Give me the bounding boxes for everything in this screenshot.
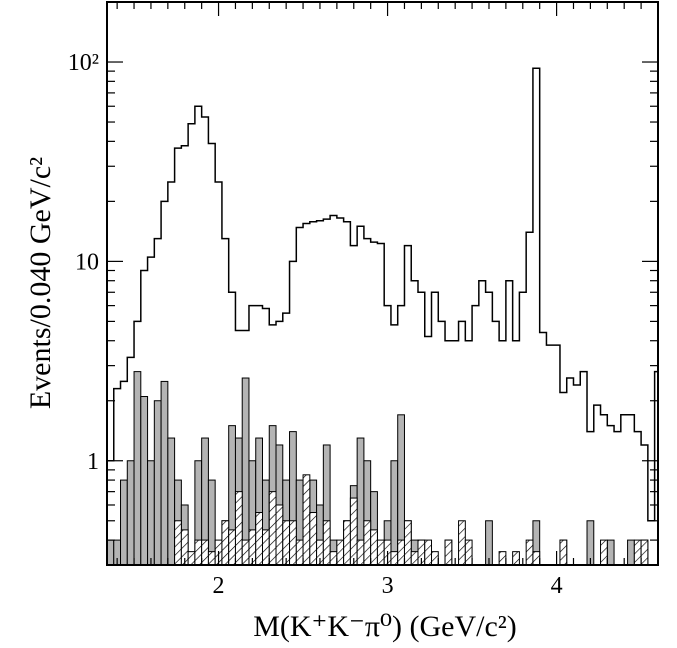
- y-tick-label: 10²: [68, 50, 99, 76]
- hatched-bin-38: [431, 551, 439, 565]
- hatched-bin-3: [194, 539, 203, 565]
- hatched-bin-28: [363, 520, 372, 565]
- hatched-bin-14: [268, 491, 277, 565]
- y-axis-title: Events/0.040 GeV/c²: [24, 157, 57, 409]
- hatched-bin-19: [302, 474, 311, 565]
- hatched-bin-15: [275, 504, 284, 565]
- gray-bin-9: [167, 437, 176, 565]
- axis-ticks: [107, 1, 659, 566]
- hatched-bin-9: [234, 491, 243, 565]
- hatched-bin-47: [600, 539, 608, 565]
- hatched-bin-2: [187, 551, 196, 565]
- gray-bin-39: [397, 414, 405, 565]
- hatched-bin-44: [525, 539, 534, 565]
- plot-frame: [106, 1, 659, 566]
- hatched-bin-25: [343, 520, 351, 565]
- hatched-bin-5: [207, 551, 216, 565]
- gray-bin-8: [160, 380, 169, 565]
- hatched-bin-40: [458, 520, 466, 565]
- hatched-bin-32: [390, 551, 399, 565]
- hatched-bin-20: [309, 512, 318, 565]
- gray-bin-6: [147, 460, 155, 565]
- gray-bin-4: [133, 371, 142, 565]
- hatched-bin-4: [201, 539, 209, 565]
- gray-bin-38: [390, 460, 399, 565]
- x-tick-label: 4: [551, 573, 563, 599]
- gray-bin-0: [107, 539, 115, 565]
- hatched-bin-13: [261, 529, 270, 565]
- hatched-bin-46: [559, 539, 568, 565]
- hatched-bin-23: [329, 551, 338, 565]
- gray-bin-7: [153, 400, 162, 565]
- hatched-bin-34: [403, 520, 412, 565]
- x-tick-label: 2: [213, 573, 225, 599]
- y-tick-label: 1: [87, 449, 99, 475]
- hatched-bin-33: [397, 539, 405, 565]
- hatched-bin-24: [336, 539, 345, 565]
- gray-bin-2: [120, 479, 128, 565]
- hatched-bin-12: [255, 512, 263, 565]
- hatched-bin-43: [512, 551, 520, 565]
- gray-bin-18: [241, 377, 250, 565]
- x-axis-title: M(K⁺K⁻π⁰) (GeV/c²): [253, 610, 517, 643]
- hatched-bin-8: [228, 529, 236, 565]
- hatched-bin-45: [532, 551, 541, 565]
- hatched-bin-35: [410, 551, 419, 565]
- tick-labels: 2 3 4 1 10 10²: [68, 50, 563, 599]
- hatched-bin-10: [241, 539, 250, 565]
- gray-bin-52: [627, 539, 635, 565]
- hatched-bin-30: [376, 539, 385, 565]
- hatched-bin-1: [180, 529, 189, 565]
- hatched-bin-29: [370, 529, 378, 565]
- hatched-bin-37: [424, 539, 433, 565]
- gray-bin-51: [606, 539, 615, 565]
- gray-bin-5: [140, 396, 149, 565]
- hatched-bin-22: [322, 520, 331, 565]
- hatched-bin-49: [640, 539, 649, 565]
- background-hatched-histogram: [174, 474, 649, 565]
- hatched-bin-26: [349, 497, 358, 565]
- gray-bin-3: [126, 460, 135, 565]
- data-outline-path: [107, 67, 658, 522]
- y-tick-label: 10: [75, 249, 99, 275]
- hatched-bin-7: [221, 520, 230, 565]
- hatched-bin-27: [356, 539, 365, 565]
- hatched-bin-41: [464, 539, 473, 565]
- data-outline-histogram: [107, 67, 658, 522]
- hatched-bin-42: [498, 551, 507, 565]
- x-tick-label: 3: [382, 573, 394, 599]
- hatched-bin-48: [633, 539, 642, 565]
- hatched-bin-39: [444, 539, 453, 565]
- hatched-bin-0: [174, 520, 182, 565]
- hatched-bin-18: [295, 539, 304, 565]
- hatched-bin-17: [289, 520, 297, 565]
